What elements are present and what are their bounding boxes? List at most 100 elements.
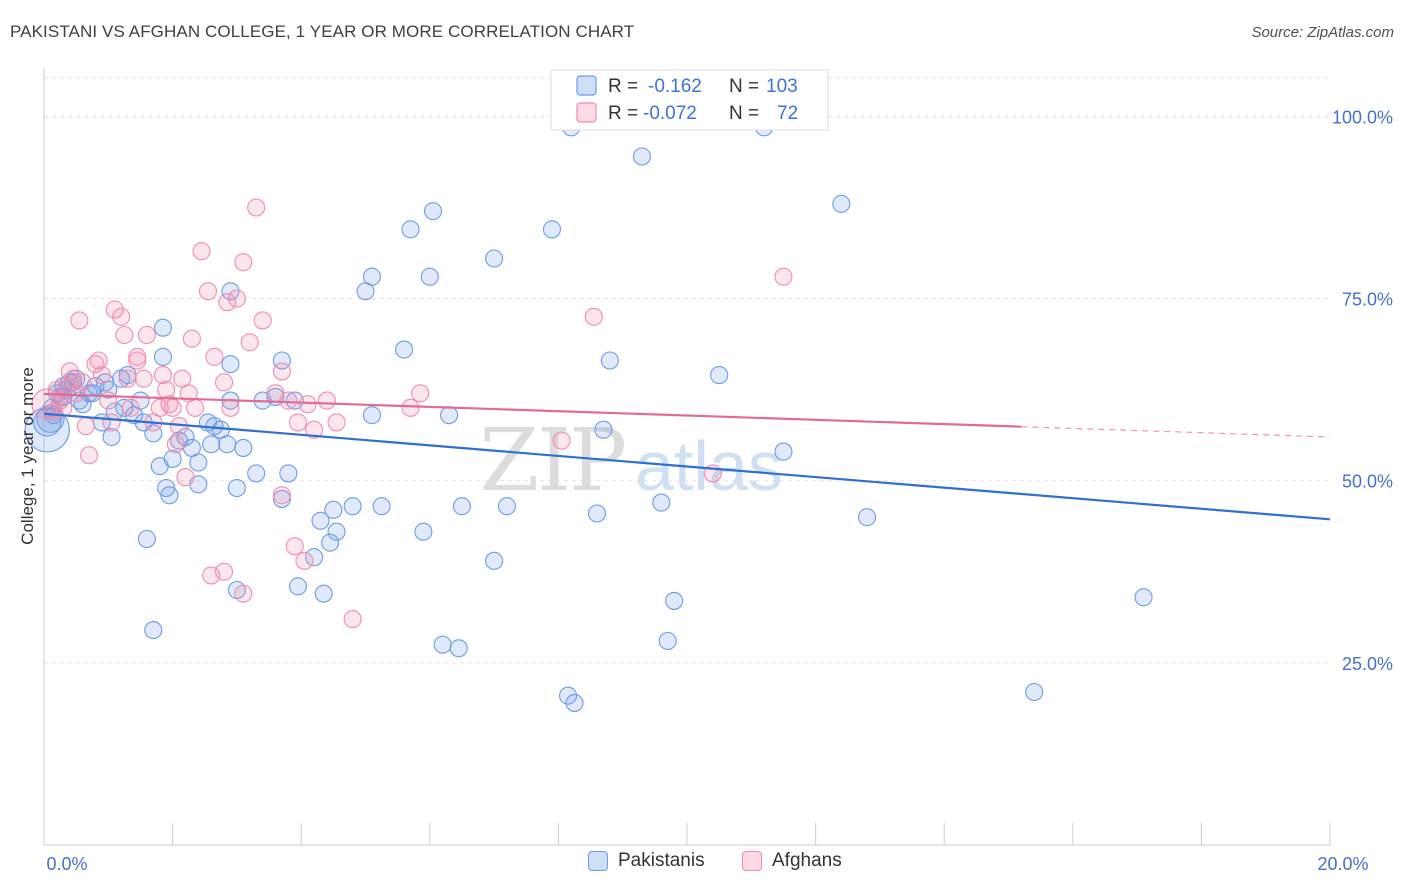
legend-top-n-label: N =	[729, 103, 759, 124]
data-point-pakistanis	[558, 686, 578, 705]
data-point-afghans	[137, 325, 156, 345]
data-point-afghans	[343, 610, 362, 629]
data-point-pakistanis	[632, 147, 652, 166]
data-point-afghans	[160, 395, 179, 414]
data-point-pakistanis	[665, 591, 684, 610]
data-point-afghans	[552, 431, 571, 450]
data-point-afghans	[295, 551, 314, 570]
y-tick-label: 75.0%	[1342, 290, 1393, 310]
data-point-afghans	[186, 398, 205, 417]
y-tick-label: 50.0%	[1342, 472, 1393, 492]
data-point-pakistanis	[202, 435, 221, 454]
data-point-afghans	[298, 395, 317, 414]
data-point-pakistanis	[658, 631, 677, 651]
data-point-pakistanis	[343, 497, 362, 516]
x-tick-label-end: 20.0%	[1317, 854, 1368, 874]
data-point-afghans	[234, 253, 253, 272]
data-point-afghans	[198, 282, 218, 301]
legend-top-swatch-afghans	[576, 102, 597, 123]
data-point-afghans	[121, 398, 140, 417]
data-point-afghans	[105, 300, 124, 319]
data-point-afghans	[153, 366, 173, 385]
data-point-afghans	[305, 420, 324, 439]
legend-top-r-label: R =	[608, 103, 638, 124]
data-point-afghans	[774, 267, 793, 286]
data-point-afghans	[279, 391, 298, 410]
data-point-pakistanis	[710, 366, 729, 385]
data-point-pakistanis	[288, 577, 308, 596]
data-point-pakistanis	[137, 529, 156, 549]
data-point-afghans	[584, 307, 603, 326]
data-point-pakistanis	[205, 417, 224, 436]
trend-line-extension-afghans	[1021, 426, 1331, 438]
y-tick-labels: 25.0% 50.0% 75.0% 100.0%	[1332, 107, 1393, 673]
data-point-afghans	[134, 369, 153, 388]
data-point-afghans	[176, 468, 195, 487]
data-point-pakistanis	[144, 424, 163, 443]
legend-item-afghans: Afghans	[742, 850, 842, 872]
watermark: ZIP atlas	[479, 411, 782, 511]
data-point-afghans	[115, 325, 134, 345]
data-point-afghans	[192, 242, 211, 261]
data-point-afghans	[76, 417, 95, 436]
data-point-pakistanis	[1134, 588, 1153, 607]
data-point-pakistanis	[652, 493, 671, 512]
data-point-pakistanis	[324, 500, 343, 519]
data-point-pakistanis	[449, 639, 468, 658]
data-point-pakistanis	[33, 408, 62, 437]
data-point-afghans	[253, 311, 272, 330]
legend-label-pakistanis: Pakistanis	[618, 850, 705, 871]
data-point-pakistanis	[565, 693, 584, 712]
y-tick-label: 100.0%	[1332, 107, 1393, 127]
legend-item-pakistanis: Pakistanis	[588, 850, 705, 872]
legend-swatch-pakistanis	[588, 851, 608, 871]
data-point-afghans	[205, 347, 224, 366]
legend-top-r-label: R =	[608, 76, 638, 97]
data-point-afghans	[272, 486, 291, 505]
data-point-pakistanis	[314, 584, 333, 603]
data-point-pakistanis	[115, 398, 134, 417]
data-point-pakistanis	[102, 427, 121, 447]
trend-line-afghans	[43, 392, 1022, 428]
data-point-pakistanis	[452, 497, 472, 516]
data-point-pakistanis	[395, 340, 414, 359]
data-point-pakistanis	[594, 420, 613, 439]
legend-top-r-value: -0.072	[643, 103, 697, 124]
data-point-pakistanis	[234, 438, 253, 457]
data-point-pakistanis	[542, 220, 562, 239]
data-point-pakistanis	[311, 511, 330, 530]
data-point-afghans	[92, 366, 111, 385]
data-point-afghans	[285, 537, 304, 556]
source-label: Source: ZipAtlas.com	[1251, 24, 1394, 41]
data-point-pakistanis	[414, 522, 433, 541]
data-point-pakistanis	[221, 282, 240, 301]
data-point-afghans	[73, 373, 92, 392]
data-point-pakistanis	[153, 318, 173, 337]
data-point-afghans	[60, 362, 79, 381]
data-point-pakistanis	[247, 464, 266, 483]
data-point-pakistanis	[327, 522, 346, 541]
data-point-afghans	[128, 351, 147, 370]
legend-top-n-label: N =	[729, 76, 759, 97]
data-point-afghans	[221, 398, 240, 417]
data-point-pakistanis	[485, 551, 504, 570]
data-point-afghans	[118, 369, 137, 388]
data-point-pakistanis	[440, 406, 459, 425]
legend-bottom: Pakistanis Afghans	[0, 850, 1406, 880]
data-point-afghans	[234, 584, 253, 603]
data-point-pakistanis	[485, 249, 504, 268]
legend-top-box	[550, 69, 829, 131]
data-point-afghans	[150, 398, 169, 417]
data-point-afghans	[327, 413, 346, 432]
data-point-pakistanis	[279, 464, 298, 483]
data-points	[24, 118, 1153, 712]
data-point-pakistanis	[372, 497, 391, 516]
data-point-pakistanis	[587, 504, 607, 523]
data-point-afghans	[89, 351, 108, 370]
data-point-afghans	[247, 198, 266, 217]
data-point-afghans	[214, 562, 234, 581]
data-point-afghans	[214, 373, 234, 392]
data-point-afghans	[317, 391, 336, 410]
data-point-pakistanis	[1025, 682, 1044, 702]
